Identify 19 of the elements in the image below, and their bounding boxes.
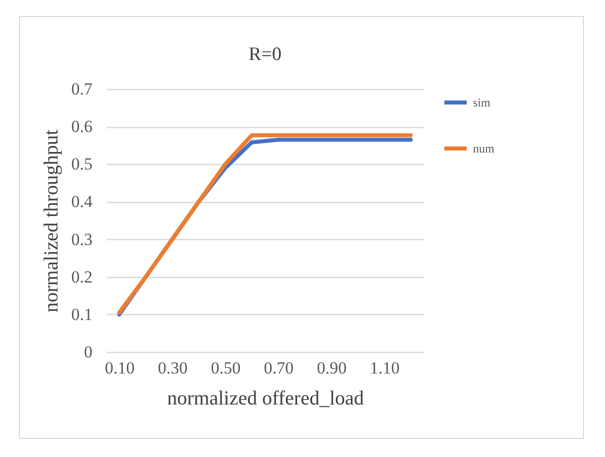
x-tick-label: 0.10	[104, 358, 135, 378]
y-tick-label: 0.7	[71, 80, 93, 98]
x-tick-label: 0.30	[158, 358, 188, 378]
y-tick-label: 0.4	[71, 192, 93, 212]
x-tick-label: 1.10	[370, 358, 400, 378]
legend-label: num	[473, 142, 495, 156]
x-tick-label: 0.90	[316, 358, 347, 378]
y-tick-label: 0.3	[71, 230, 92, 249]
y-tick-label: 0.6	[71, 117, 92, 136]
y-tick-label: 0	[84, 342, 92, 362]
y-tick-label: 0.2	[71, 267, 92, 286]
x-axis-title: normalized offered_load	[167, 388, 364, 410]
y-tick-label: 0.1	[71, 304, 92, 324]
x-tick-label: 0.50	[210, 358, 241, 378]
x-tick-label: 0.70	[264, 358, 294, 378]
y-axis-title: normalized throughput	[40, 129, 62, 312]
chart-title: R=0	[248, 44, 282, 65]
legend-label: sim	[473, 96, 492, 110]
y-tick-label: 0.5	[71, 154, 92, 174]
